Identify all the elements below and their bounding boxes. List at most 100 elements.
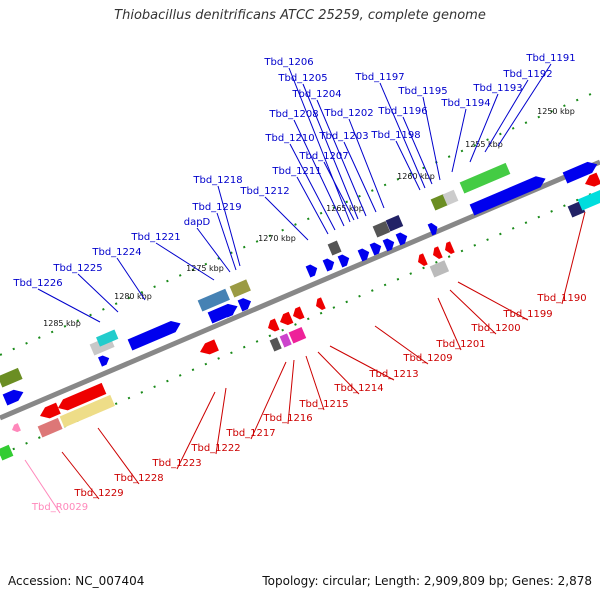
cog-box[interactable] — [37, 417, 63, 438]
plus-gene-arrow[interactable] — [469, 173, 548, 216]
cog-box[interactable] — [327, 240, 342, 256]
gene-label[interactable]: Tbd_1197 — [354, 72, 404, 83]
plus-gene-arrow[interactable] — [222, 302, 239, 318]
gene-label[interactable]: Tbd_1214 — [333, 383, 383, 394]
gene-label[interactable]: Tbd_1221 — [130, 232, 180, 243]
gene-label[interactable]: Tbd_1208 — [268, 109, 318, 120]
cog-box[interactable] — [59, 394, 115, 428]
minus-gene-arrow[interactable] — [278, 311, 294, 328]
gene-label[interactable]: Tbd_R0029 — [31, 502, 88, 513]
minus-gene-arrow[interactable] — [583, 172, 600, 190]
gene-label[interactable]: Tbd_1226 — [12, 278, 62, 289]
gene-label[interactable]: Tbd_1209 — [402, 353, 452, 364]
cog-box[interactable] — [96, 329, 119, 347]
gene-label[interactable]: Tbd_1217 — [225, 428, 275, 439]
label-connector — [451, 108, 467, 173]
gene-label[interactable]: Tbd_1199 — [502, 309, 552, 320]
cog-box[interactable] — [459, 162, 511, 194]
gene-label[interactable]: Tbd_1213 — [368, 369, 418, 380]
label-connector — [216, 212, 237, 271]
gene-label[interactable]: Tbd_1206 — [263, 57, 313, 68]
gene-label[interactable]: Tbd_1215 — [298, 399, 348, 410]
cog-box[interactable] — [430, 193, 449, 211]
cog-box[interactable] — [442, 189, 459, 206]
plus-gene-arrow[interactable] — [127, 318, 183, 351]
gene-label[interactable]: Tbd_1218 — [192, 175, 242, 186]
gene-features[interactable] — [0, 159, 600, 461]
cog-box[interactable] — [229, 279, 251, 298]
plus-gene-arrow[interactable] — [2, 387, 26, 406]
gene-label[interactable]: Tbd_1192 — [502, 69, 552, 80]
gene-label[interactable]: Tbd_1202 — [323, 108, 373, 119]
plus-gene-arrow[interactable] — [237, 296, 254, 312]
cog-box[interactable] — [279, 333, 292, 348]
cog-box[interactable] — [577, 189, 600, 211]
genome-summary-text: Topology: circular; Length: 2,909,809 bp… — [262, 574, 592, 588]
gene-label[interactable]: Tbd_1194 — [440, 98, 490, 109]
minus-gene-arrow[interactable] — [416, 253, 428, 267]
gene-label[interactable]: Tbd_1190 — [536, 293, 586, 304]
label-connector — [61, 451, 100, 500]
rna-arrow[interactable] — [10, 423, 21, 433]
gene-label[interactable]: Tbd_1216 — [262, 413, 312, 424]
label-connector — [379, 82, 426, 189]
gene-label[interactable]: Tbd_1229 — [73, 488, 123, 499]
gene-label[interactable]: Tbd_1195 — [397, 86, 447, 97]
cog-box[interactable] — [385, 214, 404, 232]
cog-box[interactable] — [197, 288, 230, 312]
plus-gene-arrow[interactable] — [562, 159, 600, 184]
rna-labels[interactable]: Tbd_R0029 — [24, 459, 88, 514]
minus-gene-arrow[interactable] — [431, 246, 443, 260]
gene-label[interactable]: Tbd_1205 — [277, 73, 327, 84]
minus-gene-arrow[interactable] — [314, 297, 326, 311]
gene-label[interactable]: Tbd_1224 — [91, 247, 141, 258]
plus-gene-arrow[interactable] — [98, 353, 111, 367]
gene-label[interactable]: Tbd_1207 — [298, 151, 348, 162]
gene-label[interactable]: Tbd_1223 — [151, 458, 201, 469]
gene-label[interactable]: Tbd_1196 — [377, 106, 427, 117]
gene-label[interactable]: Tbd_1200 — [470, 323, 520, 334]
minus-gene-arrow[interactable] — [443, 241, 455, 255]
gene-label[interactable]: Tbd_1211 — [271, 166, 321, 177]
gene-label[interactable]: Tbd_1210 — [264, 133, 314, 144]
label-connector — [437, 297, 462, 351]
gene-label[interactable]: Tbd_1203 — [318, 131, 368, 142]
plus-gene-arrow[interactable] — [382, 237, 397, 252]
gene-label[interactable]: Tbd_1212 — [239, 186, 289, 197]
gene-label[interactable]: Tbd_1193 — [472, 83, 522, 94]
gene-label[interactable]: Tbd_1201 — [435, 339, 485, 350]
label-connector — [457, 281, 529, 321]
label-connector — [305, 355, 325, 411]
plus-gene-arrow[interactable] — [357, 247, 372, 262]
minus-gene-arrow[interactable] — [38, 402, 61, 422]
cog-box[interactable] — [429, 260, 450, 278]
plus-gene-arrow[interactable] — [427, 221, 440, 236]
gene-label[interactable]: Tbd_1204 — [291, 89, 341, 100]
plus-gene-arrow[interactable] — [369, 241, 384, 256]
cog-box[interactable] — [0, 367, 23, 388]
gene-label[interactable]: dapD — [184, 217, 211, 228]
cog-box[interactable] — [288, 326, 307, 344]
gene-label[interactable]: Tbd_1191 — [525, 53, 575, 64]
cog-box[interactable] — [269, 337, 282, 352]
gene-label[interactable]: Tbd_1228 — [113, 473, 163, 484]
cog-box[interactable] — [0, 444, 14, 461]
minus-gene-arrow[interactable] — [56, 382, 107, 414]
gene-label[interactable]: Tbd_1225 — [52, 263, 102, 274]
minus-gene-arrow[interactable] — [291, 306, 305, 322]
minus-gene-arrow[interactable] — [266, 318, 280, 334]
gene-label[interactable]: Tbd_1198 — [370, 130, 420, 141]
kbp-tick-label: 1255 kbp — [465, 140, 503, 149]
plus-gene-arrow[interactable] — [305, 263, 320, 278]
plus-gene-arrow[interactable] — [337, 253, 352, 268]
plus-gene-arrow[interactable] — [322, 257, 337, 272]
cog-box[interactable] — [372, 220, 391, 238]
kbp-tick-label: 1280 kbp — [114, 292, 152, 301]
gene-label[interactable]: Tbd_1222 — [190, 443, 240, 454]
plus-gene-arrow[interactable] — [395, 231, 410, 246]
gene-label[interactable]: Tbd_1219 — [191, 202, 241, 213]
plus-strand-labels[interactable]: Tbd_1191 Tbd_1192 Tbd_1193 Tbd_1194Tbd_1195… — [12, 53, 576, 323]
minus-gene-arrow[interactable] — [198, 339, 219, 357]
minus-strand-labels[interactable]: Tbd_1190 Tbd_1199 Tbd_1200 Tbd_1201 Tbd_1209… — [61, 211, 587, 500]
